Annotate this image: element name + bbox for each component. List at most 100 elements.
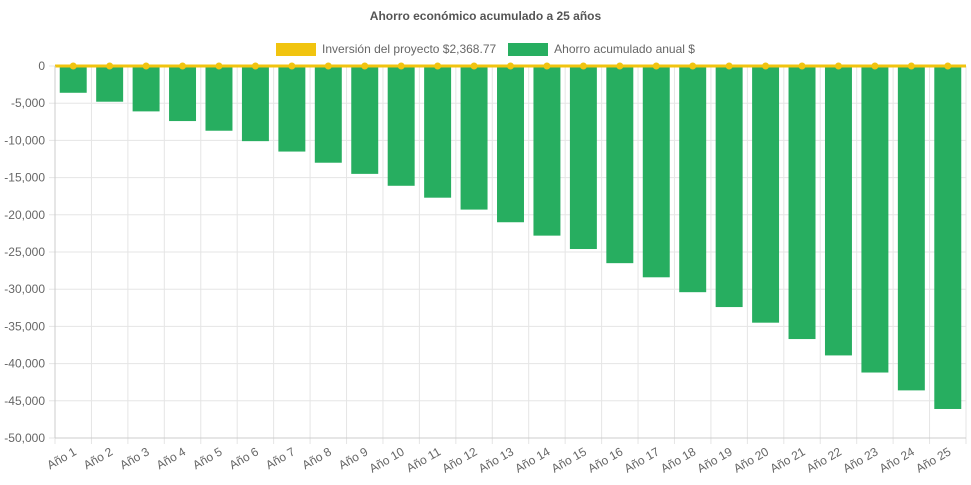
- bar[interactable]: [679, 66, 707, 293]
- line-point[interactable]: [616, 62, 624, 70]
- bar[interactable]: [569, 66, 597, 250]
- y-tick-label: -20,000: [4, 208, 45, 222]
- bar[interactable]: [642, 66, 670, 278]
- chart-title: Ahorro económico acumulado a 25 años: [369, 9, 602, 23]
- bar[interactable]: [606, 66, 634, 264]
- line-point[interactable]: [470, 62, 478, 70]
- x-tick-label: Año 11: [404, 444, 443, 475]
- bar[interactable]: [788, 66, 816, 340]
- x-tick-label: Año 6: [227, 444, 261, 472]
- x-tick-label: Año 23: [840, 444, 880, 475]
- line-point[interactable]: [543, 62, 551, 70]
- line-point[interactable]: [69, 62, 77, 70]
- line-point[interactable]: [725, 62, 733, 70]
- y-tick-label: -25,000: [4, 245, 45, 259]
- y-tick-label: -10,000: [4, 133, 45, 147]
- x-tick-label: Año 15: [549, 444, 589, 475]
- legend-item-savings[interactable]: Ahorro acumulado anual $: [508, 42, 695, 56]
- bar[interactable]: [132, 66, 160, 112]
- x-tick-label: Año 24: [877, 444, 917, 475]
- bar[interactable]: [278, 66, 306, 152]
- bar[interactable]: [387, 66, 415, 186]
- y-tick-label: -45,000: [4, 394, 45, 408]
- bar[interactable]: [715, 66, 743, 308]
- y-axis: 0 -5,000 -10,000 -15,000 -20,000 -25,000 -30,0…: [4, 59, 56, 445]
- bar[interactable]: [205, 66, 233, 131]
- bar-series: [59, 66, 962, 409]
- x-tick-label: Año 10: [367, 444, 407, 475]
- bar[interactable]: [169, 66, 197, 122]
- bar[interactable]: [424, 66, 452, 198]
- bar[interactable]: [497, 66, 524, 223]
- line-point[interactable]: [215, 62, 223, 70]
- x-tick-label: Año 13: [476, 444, 516, 475]
- bar[interactable]: [824, 66, 852, 356]
- bar[interactable]: [59, 66, 87, 93]
- y-tick-label: -50,000: [4, 431, 45, 445]
- x-tick-label: Año 16: [585, 444, 625, 475]
- line-point[interactable]: [251, 62, 259, 70]
- line-point[interactable]: [798, 62, 806, 70]
- x-tick-label: Año 8: [300, 444, 334, 472]
- line-point[interactable]: [507, 62, 514, 70]
- y-tick-label: 0: [38, 59, 45, 73]
- bar[interactable]: [533, 66, 561, 236]
- line-point[interactable]: [397, 62, 405, 70]
- x-tick-label: Año 1: [45, 444, 79, 472]
- x-tick-label: Año 5: [190, 444, 224, 472]
- x-tick-label: Año 14: [512, 444, 552, 475]
- bar[interactable]: [861, 66, 889, 373]
- bar[interactable]: [241, 66, 269, 142]
- x-tick-label: Año 9: [336, 444, 370, 472]
- bar[interactable]: [752, 66, 780, 323]
- legend-swatch-investment: [276, 42, 317, 56]
- x-tick-label: Año 22: [804, 444, 844, 475]
- bar[interactable]: [897, 66, 925, 391]
- bar[interactable]: [460, 66, 488, 210]
- line-point[interactable]: [324, 62, 332, 70]
- y-tick-label: -30,000: [4, 282, 45, 296]
- x-axis: Año 1 Año 2 Año 3 Año 4 Año 5 Año 6 Año 7 Año 8…: [45, 437, 966, 476]
- legend-label-investment: Inversión del proyecto $2,368.77: [322, 42, 497, 56]
- y-tick-label: -40,000: [4, 357, 45, 371]
- bar[interactable]: [314, 66, 342, 163]
- line-point[interactable]: [834, 62, 842, 70]
- legend-label-savings: Ahorro acumulado anual $: [554, 42, 695, 56]
- bar[interactable]: [934, 66, 962, 409]
- x-tick-label: Año 17: [622, 444, 662, 475]
- line-point[interactable]: [434, 62, 442, 70]
- x-tick-label: Año 19: [695, 444, 735, 475]
- x-tick-label: Año 2: [81, 444, 115, 472]
- bar[interactable]: [351, 66, 379, 174]
- x-tick-label: Año 3: [117, 444, 151, 472]
- y-tick-label: -15,000: [4, 171, 45, 185]
- bar[interactable]: [96, 66, 124, 102]
- line-point[interactable]: [652, 62, 660, 70]
- line-point[interactable]: [907, 62, 915, 70]
- line-point[interactable]: [762, 62, 770, 70]
- line-point[interactable]: [142, 62, 150, 70]
- legend-swatch-savings: [508, 42, 549, 56]
- line-point[interactable]: [106, 62, 114, 70]
- x-tick-label: Año 20: [731, 444, 771, 475]
- line-point[interactable]: [288, 62, 296, 70]
- line-point[interactable]: [944, 62, 952, 70]
- line-point[interactable]: [361, 62, 369, 70]
- x-tick-label: Año 25: [913, 444, 953, 475]
- x-tick-label: Año 21: [768, 444, 808, 475]
- line-point[interactable]: [871, 62, 879, 70]
- line-point[interactable]: [689, 62, 697, 70]
- chart-legend: Inversión del proyecto $2,368.77 Ahorro …: [0, 42, 971, 56]
- x-tick-label: Año 18: [658, 444, 698, 475]
- line-point[interactable]: [179, 62, 187, 70]
- line-series: [55, 62, 966, 70]
- y-tick-label: -35,000: [4, 319, 45, 333]
- x-tick-label: Año 7: [263, 444, 297, 472]
- line-point[interactable]: [579, 62, 587, 70]
- x-tick-label: Año 4: [154, 444, 188, 472]
- legend-item-investment[interactable]: Inversión del proyecto $2,368.77: [276, 42, 496, 56]
- y-tick-label: -5,000: [11, 96, 45, 110]
- x-tick-label: Año 12: [440, 444, 480, 475]
